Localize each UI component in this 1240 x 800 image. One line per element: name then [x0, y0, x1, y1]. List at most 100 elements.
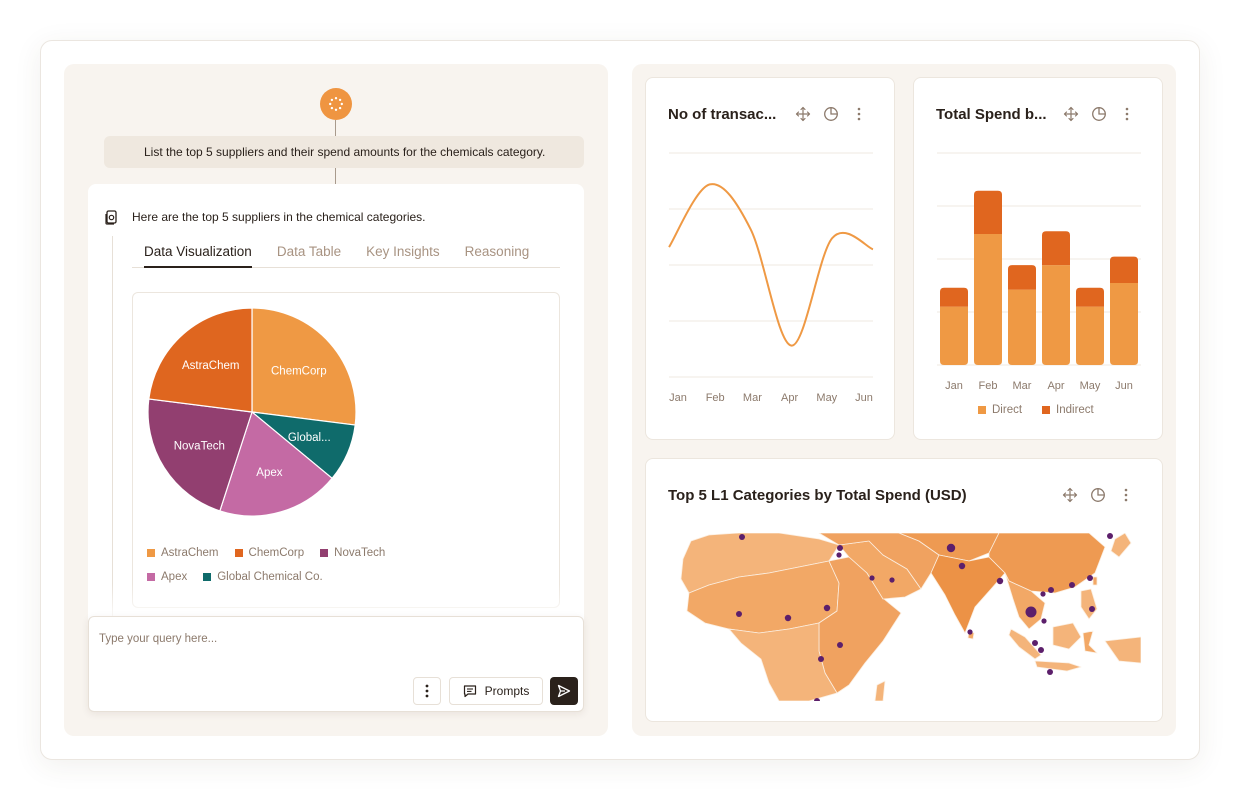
map-point [836, 552, 842, 558]
move-icon[interactable] [795, 106, 811, 122]
send-button[interactable] [550, 677, 578, 705]
tab-data-visualization[interactable]: Data Visualization [144, 244, 252, 268]
map-point [946, 543, 956, 553]
bar-direct-jan[interactable] [940, 306, 968, 365]
x-tick-label: Apr [1047, 380, 1064, 392]
map-point [739, 534, 745, 540]
map-point [967, 629, 973, 635]
assistant-answer-card: Here are the top 5 suppliers in the chem… [88, 184, 584, 624]
transactions-line-chart: Jan Feb Mar Apr May Jun [668, 152, 874, 404]
pie-slice-astrachem[interactable] [148, 307, 253, 413]
x-tick-label: Apr [781, 392, 798, 404]
chart-type-icon[interactable] [1090, 487, 1106, 503]
pie-slice-novatech[interactable] [147, 398, 253, 512]
move-icon[interactable] [1062, 487, 1078, 503]
card-toolbar [1062, 487, 1134, 503]
chat-bubble-icon [463, 685, 476, 698]
pie-slice-label: ChemCorp [271, 366, 327, 378]
map-region-japan [1110, 533, 1132, 558]
chart-type-icon[interactable] [823, 106, 839, 122]
map-point [869, 575, 875, 581]
x-tick-label: Mar [1013, 380, 1032, 392]
transactions-chart-card: No of transac... Jan Feb Mar Apr May Jun [645, 77, 895, 440]
bar-direct-mar[interactable] [1008, 289, 1036, 365]
map-region-sumatra [1008, 628, 1042, 660]
more-vertical-icon[interactable] [1118, 487, 1134, 503]
map-region-east-asia [988, 533, 1106, 594]
bar-indirect-apr[interactable] [1042, 231, 1070, 266]
thread-connector [335, 120, 336, 136]
legend-item-apex: Apex [147, 571, 187, 583]
map-point [1041, 618, 1047, 624]
pie-slice-chemcorp[interactable] [251, 307, 357, 426]
bar-indirect-may[interactable] [1076, 287, 1104, 307]
map-point [889, 577, 895, 583]
more-options-button[interactable] [413, 677, 441, 705]
map-region-madagascar [874, 680, 886, 701]
bar-indirect-feb[interactable] [974, 190, 1002, 235]
x-tick-label: Jun [855, 392, 873, 404]
map-point [1047, 669, 1053, 675]
more-vertical-icon[interactable] [851, 106, 867, 122]
pie-slice-apex[interactable] [219, 410, 333, 517]
x-tick-label: Feb [979, 380, 998, 392]
bar-indirect-jun[interactable] [1110, 256, 1138, 284]
tab-key-insights[interactable]: Key Insights [366, 244, 440, 259]
bar-direct-jun[interactable] [1110, 283, 1138, 365]
prompts-button[interactable]: Prompts [449, 677, 543, 705]
transactions-chart-title: No of transac... [668, 106, 777, 123]
send-icon [557, 684, 571, 698]
legend-item-novatech: NovaTech [320, 547, 385, 559]
pie-slice-label: Apex [256, 467, 282, 479]
move-icon[interactable] [1063, 106, 1079, 122]
card-toolbar [1063, 106, 1135, 122]
x-tick-label: Jan [669, 392, 687, 404]
map-point [1107, 533, 1113, 539]
map-region-philippines [1080, 588, 1098, 620]
x-tick-label: Feb [706, 392, 725, 404]
more-vertical-icon[interactable] [1119, 106, 1135, 122]
map-point [1069, 582, 1075, 588]
map-point [1048, 587, 1054, 593]
bar-direct-feb[interactable] [974, 234, 1002, 365]
map-point [814, 698, 820, 701]
card-toolbar [795, 106, 867, 122]
document-copy-icon [105, 210, 117, 225]
map-region-new-guinea [1104, 636, 1141, 664]
legend-item-chemcorp: ChemCorp [234, 547, 304, 559]
query-input[interactable] [99, 629, 569, 649]
map-region-java [1034, 660, 1082, 672]
prompts-label: Prompts [484, 684, 530, 698]
map-point [1032, 640, 1038, 646]
map-point [818, 656, 824, 662]
chat-panel: List the top 5 suppliers and their spend… [64, 64, 608, 736]
tab-reasoning[interactable]: Reasoning [464, 244, 530, 259]
bar-direct-may[interactable] [1076, 306, 1104, 365]
legend-item-indirect: Indirect [1042, 404, 1094, 416]
map-point [736, 611, 742, 617]
x-tick-label: May [1080, 380, 1101, 392]
map-region-sulawesi [1082, 630, 1098, 654]
bar-indirect-jan[interactable] [940, 287, 968, 307]
query-composer: Prompts [88, 616, 584, 712]
vertical-dots-icon [425, 684, 429, 698]
bar-direct-apr[interactable] [1042, 265, 1070, 365]
map-point [1089, 606, 1095, 612]
pie-slice-label: AstraChem [182, 360, 240, 372]
map-point [1025, 606, 1037, 618]
assistant-logo-icon [320, 88, 352, 120]
pie-slice-label: NovaTech [174, 440, 225, 452]
map-point [1087, 575, 1093, 581]
transactions-series-line[interactable] [668, 183, 874, 347]
map-point [837, 545, 843, 551]
spend-chart-title: Total Spend b... [936, 106, 1047, 123]
x-tick-label: May [816, 392, 837, 404]
map-region-borneo [1052, 622, 1082, 650]
answer-tabs: Data Visualization Data Table Key Insigh… [132, 244, 560, 268]
answer-intro-text: Here are the top 5 suppliers in the chem… [132, 210, 426, 224]
tab-data-table[interactable]: Data Table [276, 244, 342, 259]
bar-indirect-mar[interactable] [1008, 265, 1036, 290]
spend-chart-card: Total Spend b... Jan Feb Mar Apr May Jun Dire… [913, 77, 1163, 440]
map-region-central-africa [728, 622, 838, 701]
chart-type-icon[interactable] [1091, 106, 1107, 122]
